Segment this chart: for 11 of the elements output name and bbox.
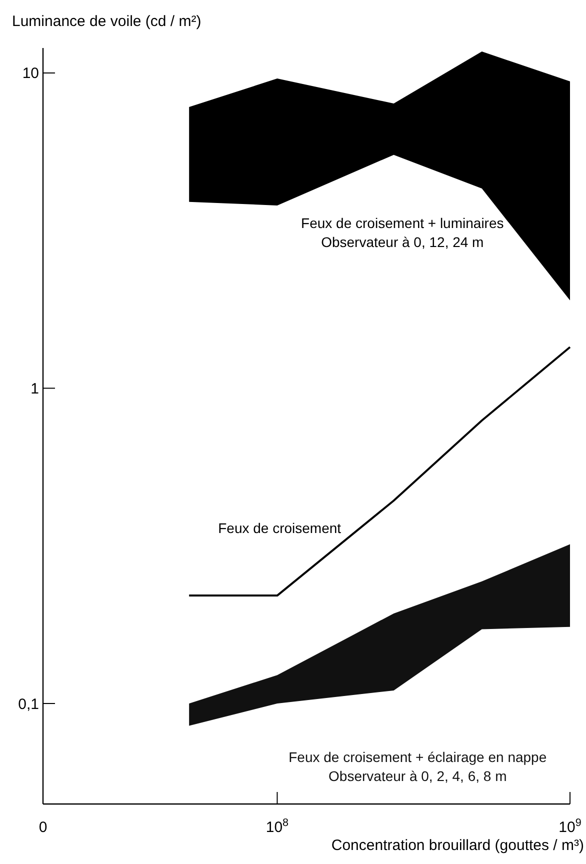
- x-tick-label: 10$^{9}$: [558, 817, 582, 836]
- x-axis-title: Concentration brouillard (gouttes / m³): [331, 837, 584, 854]
- y-axis-title: Luminance de voile (cd / m²): [12, 13, 202, 30]
- legend-label: Feux de croisement + éclairage en nappe Observateur à 0, 2, 4, 6, 8 m: [288, 748, 547, 784]
- y-tick-label: 0,1: [18, 696, 39, 713]
- y-tick-label: 1: [30, 380, 39, 398]
- y-tick-label: 10: [22, 65, 39, 82]
- x-tick-label: 0: [38, 819, 48, 836]
- legend-label: Feux de croisement + luminaires Observateur à 0, 12, 24 m: [301, 215, 504, 250]
- series-label: Feux de croisement: [218, 520, 342, 536]
- x-tick-label: 10$^{8}$: [266, 817, 289, 836]
